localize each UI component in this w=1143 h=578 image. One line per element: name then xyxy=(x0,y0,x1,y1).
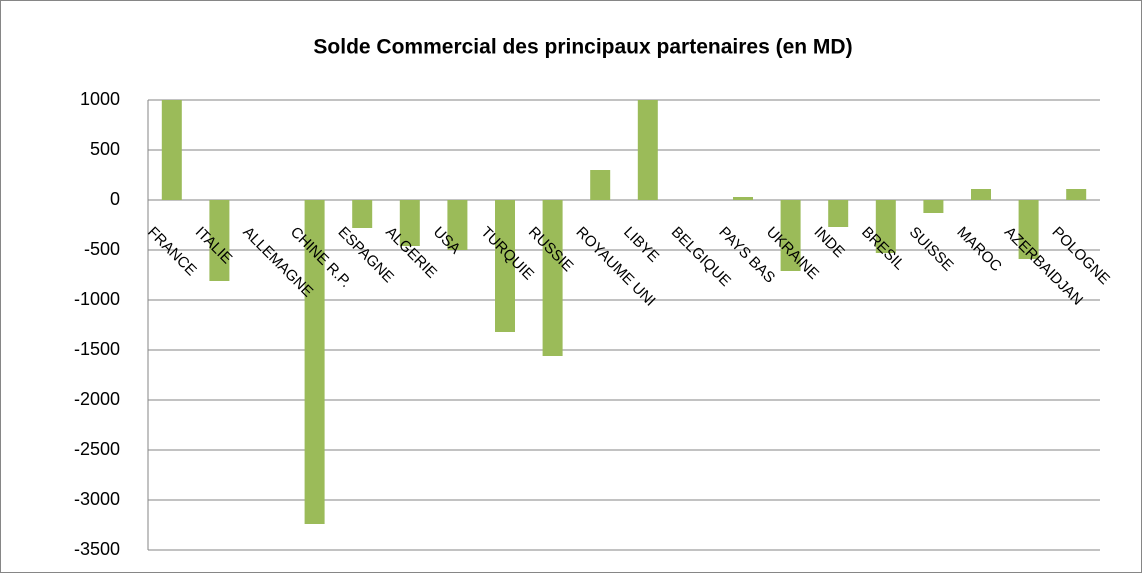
y-tick-label: -2000 xyxy=(74,389,120,409)
y-tick-label: 500 xyxy=(90,139,120,159)
bar xyxy=(780,200,801,271)
y-tick-label: -1000 xyxy=(74,289,120,309)
bar xyxy=(304,200,325,524)
y-tick-label: -500 xyxy=(84,239,120,259)
y-tick-label: -3500 xyxy=(74,539,120,559)
y-tick-label: -3000 xyxy=(74,489,120,509)
bar xyxy=(209,200,230,281)
bar xyxy=(1066,189,1087,200)
bar xyxy=(733,197,753,200)
bar xyxy=(1018,200,1039,259)
bar xyxy=(161,100,182,200)
y-tick-label: -2500 xyxy=(74,439,120,459)
y-tick-label: 0 xyxy=(110,189,120,209)
bar xyxy=(637,100,658,200)
bar xyxy=(495,200,515,332)
bar xyxy=(399,200,420,246)
bar xyxy=(590,170,611,200)
bar xyxy=(352,200,373,228)
bar xyxy=(447,200,468,250)
bar xyxy=(971,189,991,200)
bar xyxy=(542,200,563,356)
y-tick-label: 1000 xyxy=(80,89,120,109)
bar xyxy=(828,200,849,227)
chart-title: Solde Commercial des principaux partenai… xyxy=(313,36,852,59)
bar xyxy=(875,200,896,253)
y-tick-label: -1500 xyxy=(74,339,120,359)
bar xyxy=(923,200,944,213)
